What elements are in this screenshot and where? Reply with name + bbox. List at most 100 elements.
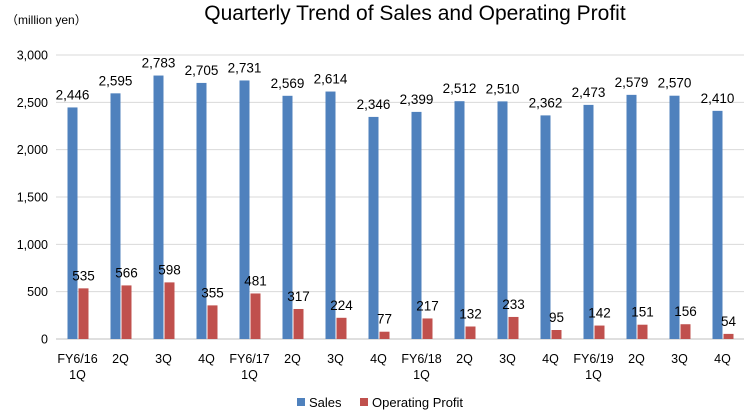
x-tick-label: 2Q (284, 352, 301, 366)
y-tick-label: 1,500 (17, 191, 48, 205)
operating-profit-bar (551, 330, 562, 339)
sales-data-label: 2,570 (658, 76, 692, 91)
sales-data-label: 2,446 (56, 87, 90, 102)
x-tick-label: 4Q (370, 352, 387, 366)
sales-bar (325, 91, 336, 339)
sales-bar (153, 75, 164, 339)
y-tick-label: 0 (41, 333, 48, 347)
x-tick-label: 3Q (155, 352, 172, 366)
operating-profit-bar (594, 325, 605, 339)
x-tick-label: FY6/17 (229, 352, 269, 366)
y-tick-label: 500 (27, 285, 48, 299)
legend-swatch-sales (297, 398, 305, 406)
sales-bar (583, 104, 594, 339)
legend-label-sales: Sales (309, 395, 342, 410)
sales-bar (626, 94, 637, 339)
y-tick-label: 2,500 (17, 96, 48, 110)
sales-bar (110, 93, 121, 339)
x-tick-label: 1Q (69, 368, 86, 382)
sales-data-label: 2,614 (314, 72, 348, 87)
operating-profit-bar (164, 282, 175, 339)
operating-profit-data-label: 217 (416, 298, 439, 313)
operating-profit-data-label: 317 (287, 289, 310, 304)
operating-profit-bar (121, 285, 132, 339)
operating-profit-data-label: 566 (115, 265, 138, 280)
x-tick-label: 1Q (585, 368, 602, 382)
sales-bar (411, 111, 422, 339)
sales-data-label: 2,595 (99, 73, 133, 88)
sales-data-label: 2,579 (615, 75, 649, 90)
x-tick-label: 1Q (241, 368, 258, 382)
operating-profit-bar (78, 288, 89, 339)
x-tick-label: 1Q (413, 368, 430, 382)
bars (67, 75, 734, 340)
operating-profit-data-label: 535 (72, 268, 95, 283)
operating-profit-bar (723, 333, 734, 339)
legend-swatch-operating-profit (360, 398, 368, 406)
operating-profit-data-label: 142 (588, 306, 611, 321)
operating-profit-bar (207, 305, 218, 339)
y-tick-label: 2,000 (17, 143, 48, 157)
sales-data-label: 2,512 (443, 81, 477, 96)
sales-data-label: 2,569 (271, 76, 305, 91)
y-axis-ticks: 0 500 1,000 1,500 2,000 2,500 3,000 (17, 49, 48, 347)
operating-profit-bar (379, 331, 390, 339)
operating-profit-data-label: 156 (674, 304, 697, 319)
sales-data-label: 2,399 (400, 92, 434, 107)
unit-label: （million yen） (6, 13, 87, 27)
sales-data-label: 2,705 (185, 63, 219, 78)
legend: Sales Operating Profit (297, 395, 463, 410)
sales-data-label: 2,410 (701, 91, 735, 106)
sales-bar (67, 107, 78, 339)
x-tick-label: 4Q (542, 352, 559, 366)
legend-label-operating-profit: Operating Profit (372, 395, 463, 410)
x-tick-label: 3Q (499, 352, 516, 366)
x-axis-ticks: FY6/16 1Q 2Q 3Q 4Q FY6/17 1Q 2Q 3Q 4Q FY6/18 1Q 2Q 3Q… (57, 352, 731, 382)
sales-data-label: 2,783 (142, 56, 176, 71)
x-tick-label: 3Q (671, 352, 688, 366)
operating-profit-data-label: 151 (631, 305, 654, 320)
operating-profit-bar (637, 324, 648, 339)
x-tick-label: 4Q (198, 352, 215, 366)
operating-profit-data-label: 77 (377, 312, 392, 327)
x-tick-label: 3Q (327, 352, 344, 366)
x-tick-label: FY6/16 (57, 352, 97, 366)
operating-profit-data-label: 54 (721, 314, 737, 329)
operating-profit-data-label: 481 (244, 273, 267, 288)
operating-profit-bar (508, 316, 519, 339)
y-tick-label: 3,000 (17, 49, 48, 63)
sales-bar (712, 110, 723, 339)
operating-profit-bar (465, 326, 476, 339)
operating-profit-data-label: 95 (549, 310, 564, 325)
x-tick-label: 2Q (628, 352, 645, 366)
operating-profit-data-label: 132 (459, 307, 482, 322)
x-tick-label: FY6/18 (401, 352, 441, 366)
sales-bar (368, 116, 379, 339)
operating-profit-data-label: 233 (502, 297, 525, 312)
operating-profit-data-label: 224 (330, 298, 353, 313)
sales-bar (196, 82, 207, 339)
sales-bar (239, 80, 250, 339)
y-tick-label: 1,000 (17, 238, 48, 252)
operating-profit-bar (293, 308, 304, 339)
operating-profit-bar (422, 318, 433, 339)
x-tick-label: 2Q (112, 352, 129, 366)
chart-title: Quarterly Trend of Sales and Operating P… (204, 2, 626, 25)
operating-profit-bar (336, 317, 347, 339)
data-labels: 2,446 535 2,595 566 2,783 598 2,705 355 2,731 481… (56, 56, 737, 329)
sales-data-label: 2,510 (486, 81, 520, 96)
operating-profit-bar (680, 324, 691, 339)
sales-bar (669, 95, 680, 339)
operating-profit-data-label: 598 (158, 262, 181, 277)
sales-bar (540, 115, 551, 339)
sales-bar (454, 101, 465, 340)
x-tick-label: 4Q (714, 352, 731, 366)
operating-profit-data-label: 355 (201, 285, 224, 300)
x-tick-label: 2Q (456, 352, 473, 366)
sales-data-label: 2,473 (572, 85, 606, 100)
sales-bar (497, 101, 508, 340)
sales-data-label: 2,731 (228, 60, 262, 75)
operating-profit-bar (250, 293, 261, 339)
sales-data-label: 2,346 (357, 97, 391, 112)
x-tick-label: FY6/19 (573, 352, 613, 366)
